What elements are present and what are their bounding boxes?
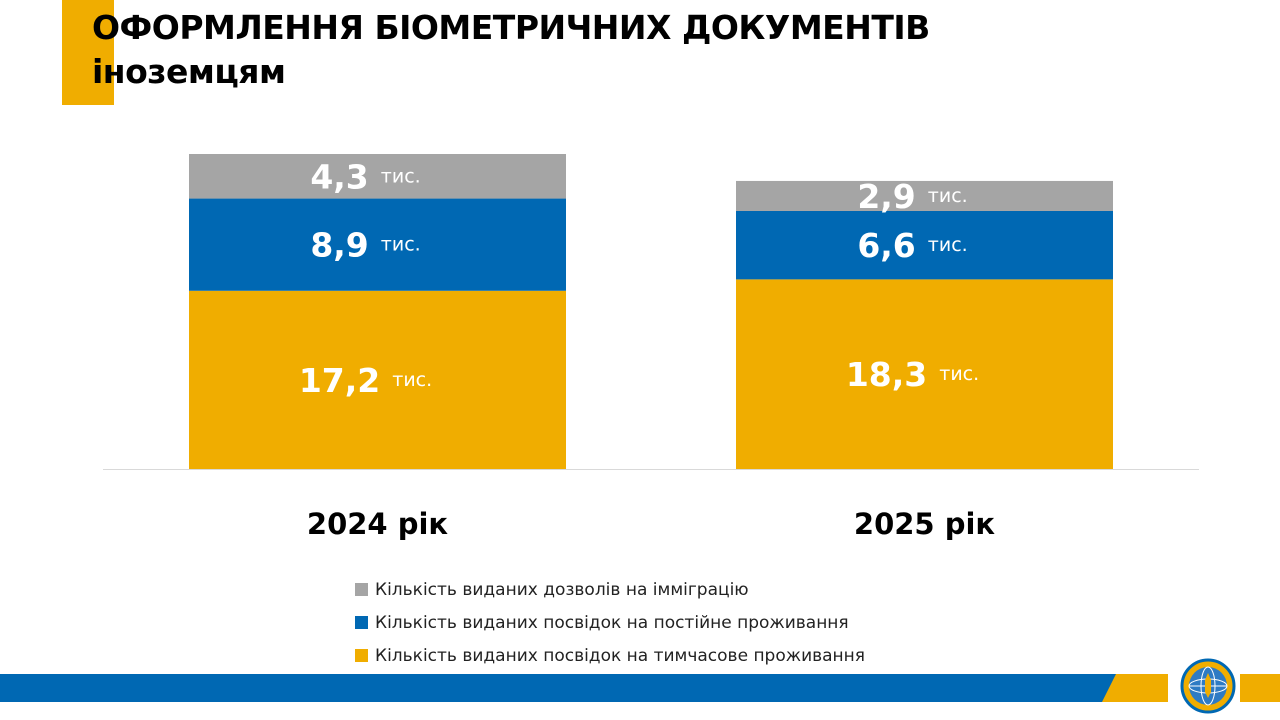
page-title-line1: ОФОРМЛЕННЯ БІОМЕТРИЧНИХ ДОКУМЕНТІВ [92,8,930,47]
data-label-permanent-residence-2: 6,6 тис. [857,226,967,265]
legend-label: Кількість виданих посвідок на тимчасове … [375,645,866,666]
bar-segment-immigration-2 [736,180,1113,211]
legend-swatch [355,616,368,629]
chart-legend: Кількість виданих дозволів на імміграцію… [355,573,865,672]
legend-item-permanent-residence: Кількість виданих посвідок на постійне п… [355,606,865,639]
legend-label: Кількість виданих дозволів на імміграцію [375,579,749,600]
data-label-permanent-residence-1: 8,9 тис. [310,226,420,265]
stacked-bar-chart: 17,2 тис. 8,9 тис. 4,3 тис. 2024 рік 18,3 тис. 6,… [103,154,1199,541]
migration-service-emblem-icon [1180,658,1236,714]
legend-swatch [355,583,368,596]
legend-swatch [355,649,368,662]
data-label-immigration-1: 4,3 тис. [310,157,420,196]
footer-blue-stripe [0,674,1116,702]
legend-item-immigration: Кількість виданих дозволів на імміграцію [355,573,865,606]
bar-segment-temporary-residence-1 [189,290,566,469]
bar-segment-temporary-residence-2 [736,279,1113,469]
bar-segment-permanent-residence-2 [736,210,1113,280]
bar-segment-immigration-1 [189,154,566,199]
data-label-temporary-residence-2: 18,3 тис. [846,355,979,394]
footer-yellow-segment [1102,674,1168,702]
title-accent-block [62,0,114,105]
footer-bar [0,674,1280,702]
page-title-line2: іноземцям [92,52,286,91]
footer-yellow-segment-right [1240,674,1280,702]
x-tick-label-1: 2024 рік [307,507,449,541]
data-label-temporary-residence-1: 17,2 тис. [299,361,432,400]
x-tick-label-2: 2025 рік [854,507,996,541]
page-title: ОФОРМЛЕННЯ БІОМЕТРИЧНИХ ДОКУМЕНТІВ інозе… [92,6,930,94]
bar-segment-permanent-residence-1 [189,198,566,291]
legend-item-temporary-residence: Кількість виданих посвідок на тимчасове … [355,639,865,672]
legend-label: Кількість виданих посвідок на постійне п… [375,612,849,633]
data-label-immigration-2: 2,9 тис. [857,177,967,216]
